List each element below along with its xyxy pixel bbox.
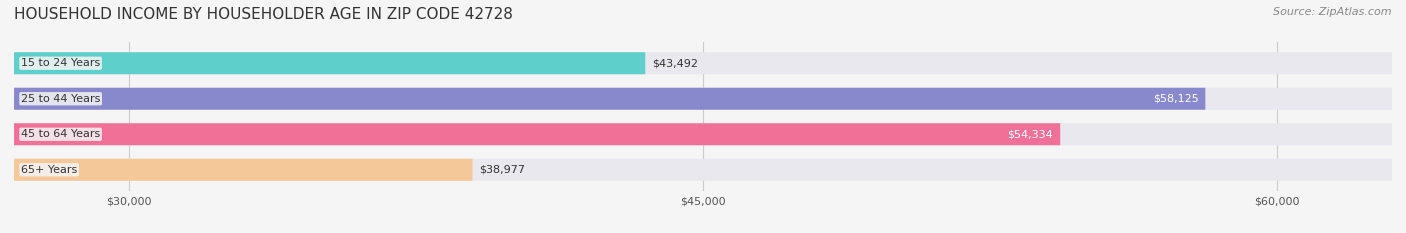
Text: 65+ Years: 65+ Years (21, 165, 77, 175)
Text: 15 to 24 Years: 15 to 24 Years (21, 58, 100, 68)
FancyBboxPatch shape (14, 52, 645, 74)
Text: $58,125: $58,125 (1153, 94, 1198, 104)
FancyBboxPatch shape (14, 88, 1392, 110)
FancyBboxPatch shape (14, 88, 1205, 110)
Text: $54,334: $54,334 (1008, 129, 1053, 139)
FancyBboxPatch shape (14, 123, 1060, 145)
FancyBboxPatch shape (14, 159, 1392, 181)
Text: $43,492: $43,492 (652, 58, 699, 68)
Text: HOUSEHOLD INCOME BY HOUSEHOLDER AGE IN ZIP CODE 42728: HOUSEHOLD INCOME BY HOUSEHOLDER AGE IN Z… (14, 7, 513, 22)
FancyBboxPatch shape (14, 159, 472, 181)
FancyBboxPatch shape (14, 52, 1392, 74)
Text: 25 to 44 Years: 25 to 44 Years (21, 94, 100, 104)
Text: Source: ZipAtlas.com: Source: ZipAtlas.com (1274, 7, 1392, 17)
Text: $38,977: $38,977 (479, 165, 526, 175)
FancyBboxPatch shape (14, 123, 1392, 145)
Text: 45 to 64 Years: 45 to 64 Years (21, 129, 100, 139)
